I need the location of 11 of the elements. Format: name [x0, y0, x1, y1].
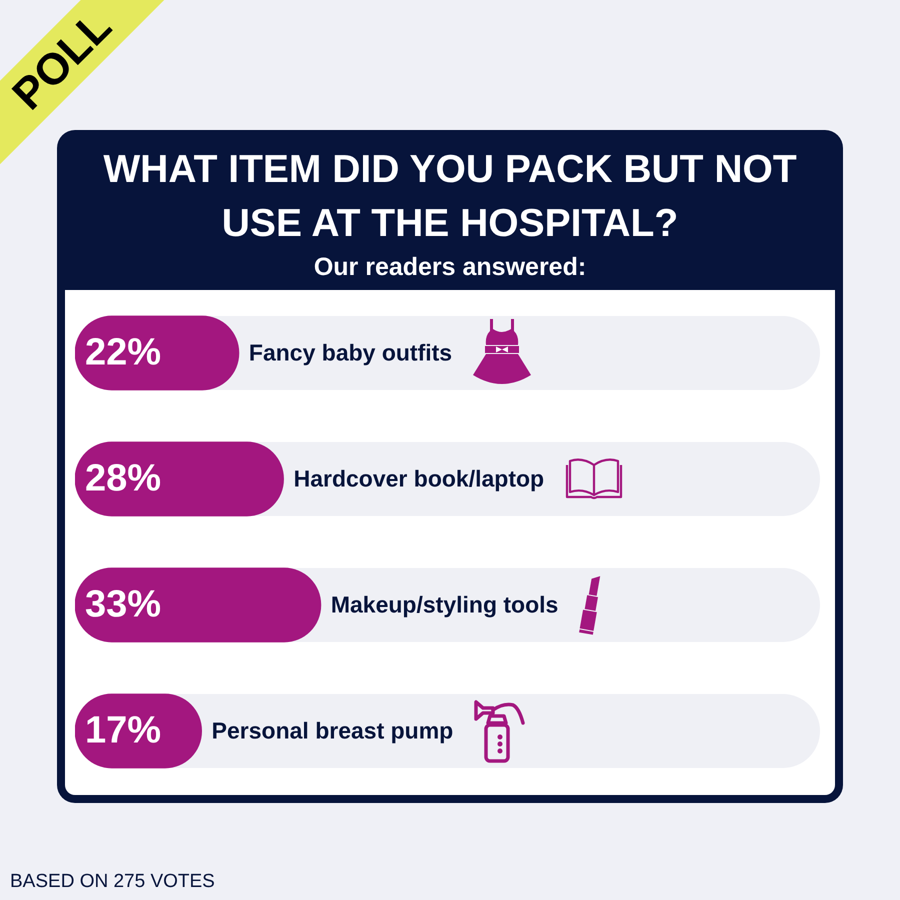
text: BASED ON 275 VOTES [10, 870, 215, 894]
chart-title: WHAT ITEM DID YOU PACK BUT NOT USE AT THE HOSPITAL? [102, 147, 798, 247]
data-label: 22% [85, 331, 162, 374]
y-tick-label: Fancy baby outfits [248, 339, 452, 366]
y-tick-label: Makeup/styling tools [330, 591, 558, 618]
chart-subtitle: Our readers answered: [312, 252, 588, 282]
data-label: 17% [85, 709, 162, 752]
data-label: 28% [85, 457, 162, 500]
y-tick-label: Hardcover book/laptop [294, 465, 544, 492]
y-tick-label: Personal breast pump [212, 717, 454, 744]
data-label: 33% [85, 583, 162, 626]
